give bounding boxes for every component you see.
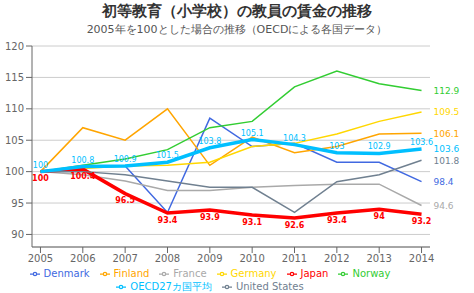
svg-text:2011: 2011 [282, 253, 307, 264]
svg-text:2010: 2010 [239, 253, 264, 264]
svg-text:2007: 2007 [112, 253, 137, 264]
html-text:Norway: Norway [352, 268, 391, 279]
svg-text:90: 90 [11, 229, 24, 240]
html-text:United States: United States [235, 281, 304, 292]
svg-text:105: 105 [8, 135, 24, 146]
svg-text:93.4: 93.4 [158, 216, 178, 225]
svg-text:100: 100 [33, 161, 48, 170]
svg-text:2006: 2006 [70, 253, 95, 264]
svg-text:94: 94 [374, 212, 386, 221]
svg-text:104.3: 104.3 [283, 134, 306, 143]
svg-text:2012: 2012 [324, 253, 349, 264]
svg-text:100.8: 100.8 [71, 156, 94, 165]
html-text:2005年を100とした場合の推移（OECDによる各国データ: 2005年を100とした場合の推移（OECDによる各国データ） [86, 23, 388, 36]
svg-text:2005: 2005 [28, 253, 53, 264]
svg-text:100.4: 100.4 [70, 172, 96, 181]
svg-text:94.6: 94.6 [434, 201, 454, 211]
svg-text:2014: 2014 [409, 253, 434, 264]
svg-text:92.6: 92.6 [285, 221, 305, 230]
svg-text:103.6: 103.6 [434, 144, 460, 154]
svg-text:103.8: 103.8 [198, 137, 221, 146]
html-text:Japan: Japan [300, 268, 329, 279]
svg-text:96.5: 96.5 [115, 196, 135, 205]
svg-text:120: 120 [8, 41, 24, 52]
svg-text:93.2: 93.2 [412, 217, 432, 226]
html-text:France: France [173, 268, 207, 279]
svg-text:93.9: 93.9 [200, 213, 220, 222]
svg-text:2009: 2009 [197, 253, 222, 264]
svg-text:93.4: 93.4 [327, 216, 347, 225]
svg-text:109.5: 109.5 [434, 107, 460, 117]
svg-text:101.5: 101.5 [156, 151, 179, 160]
svg-text:103.6: 103.6 [410, 138, 433, 147]
svg-text:105.1: 105.1 [241, 129, 264, 138]
svg-text:2013: 2013 [366, 253, 391, 264]
html-text:Denmark: Denmark [43, 268, 90, 279]
svg-text:110: 110 [8, 103, 24, 114]
html-text:Finland: Finland [113, 268, 150, 279]
svg-text:2008: 2008 [155, 253, 180, 264]
svg-text:115: 115 [8, 72, 24, 83]
html-text:初等教育（小学校）の教員の賃金の推移: 初等教育（小学校）の教員の賃金の推移 [102, 2, 372, 20]
svg-text:101.8: 101.8 [434, 156, 460, 166]
svg-text:106.1: 106.1 [434, 129, 460, 139]
svg-text:100: 100 [8, 166, 24, 177]
svg-text:112.9: 112.9 [434, 86, 460, 96]
svg-text:95: 95 [11, 198, 24, 209]
svg-text:93.1: 93.1 [242, 218, 262, 227]
html-text:Germany: Germany [230, 268, 277, 279]
svg-text:100: 100 [32, 174, 49, 183]
svg-text:98.4: 98.4 [434, 177, 454, 187]
html-text:OECD27カ国平均: OECD27カ国平均 [130, 281, 212, 292]
svg-text:103: 103 [329, 142, 344, 151]
svg-text:100.9: 100.9 [114, 155, 137, 164]
svg-text:102.9: 102.9 [368, 142, 391, 151]
